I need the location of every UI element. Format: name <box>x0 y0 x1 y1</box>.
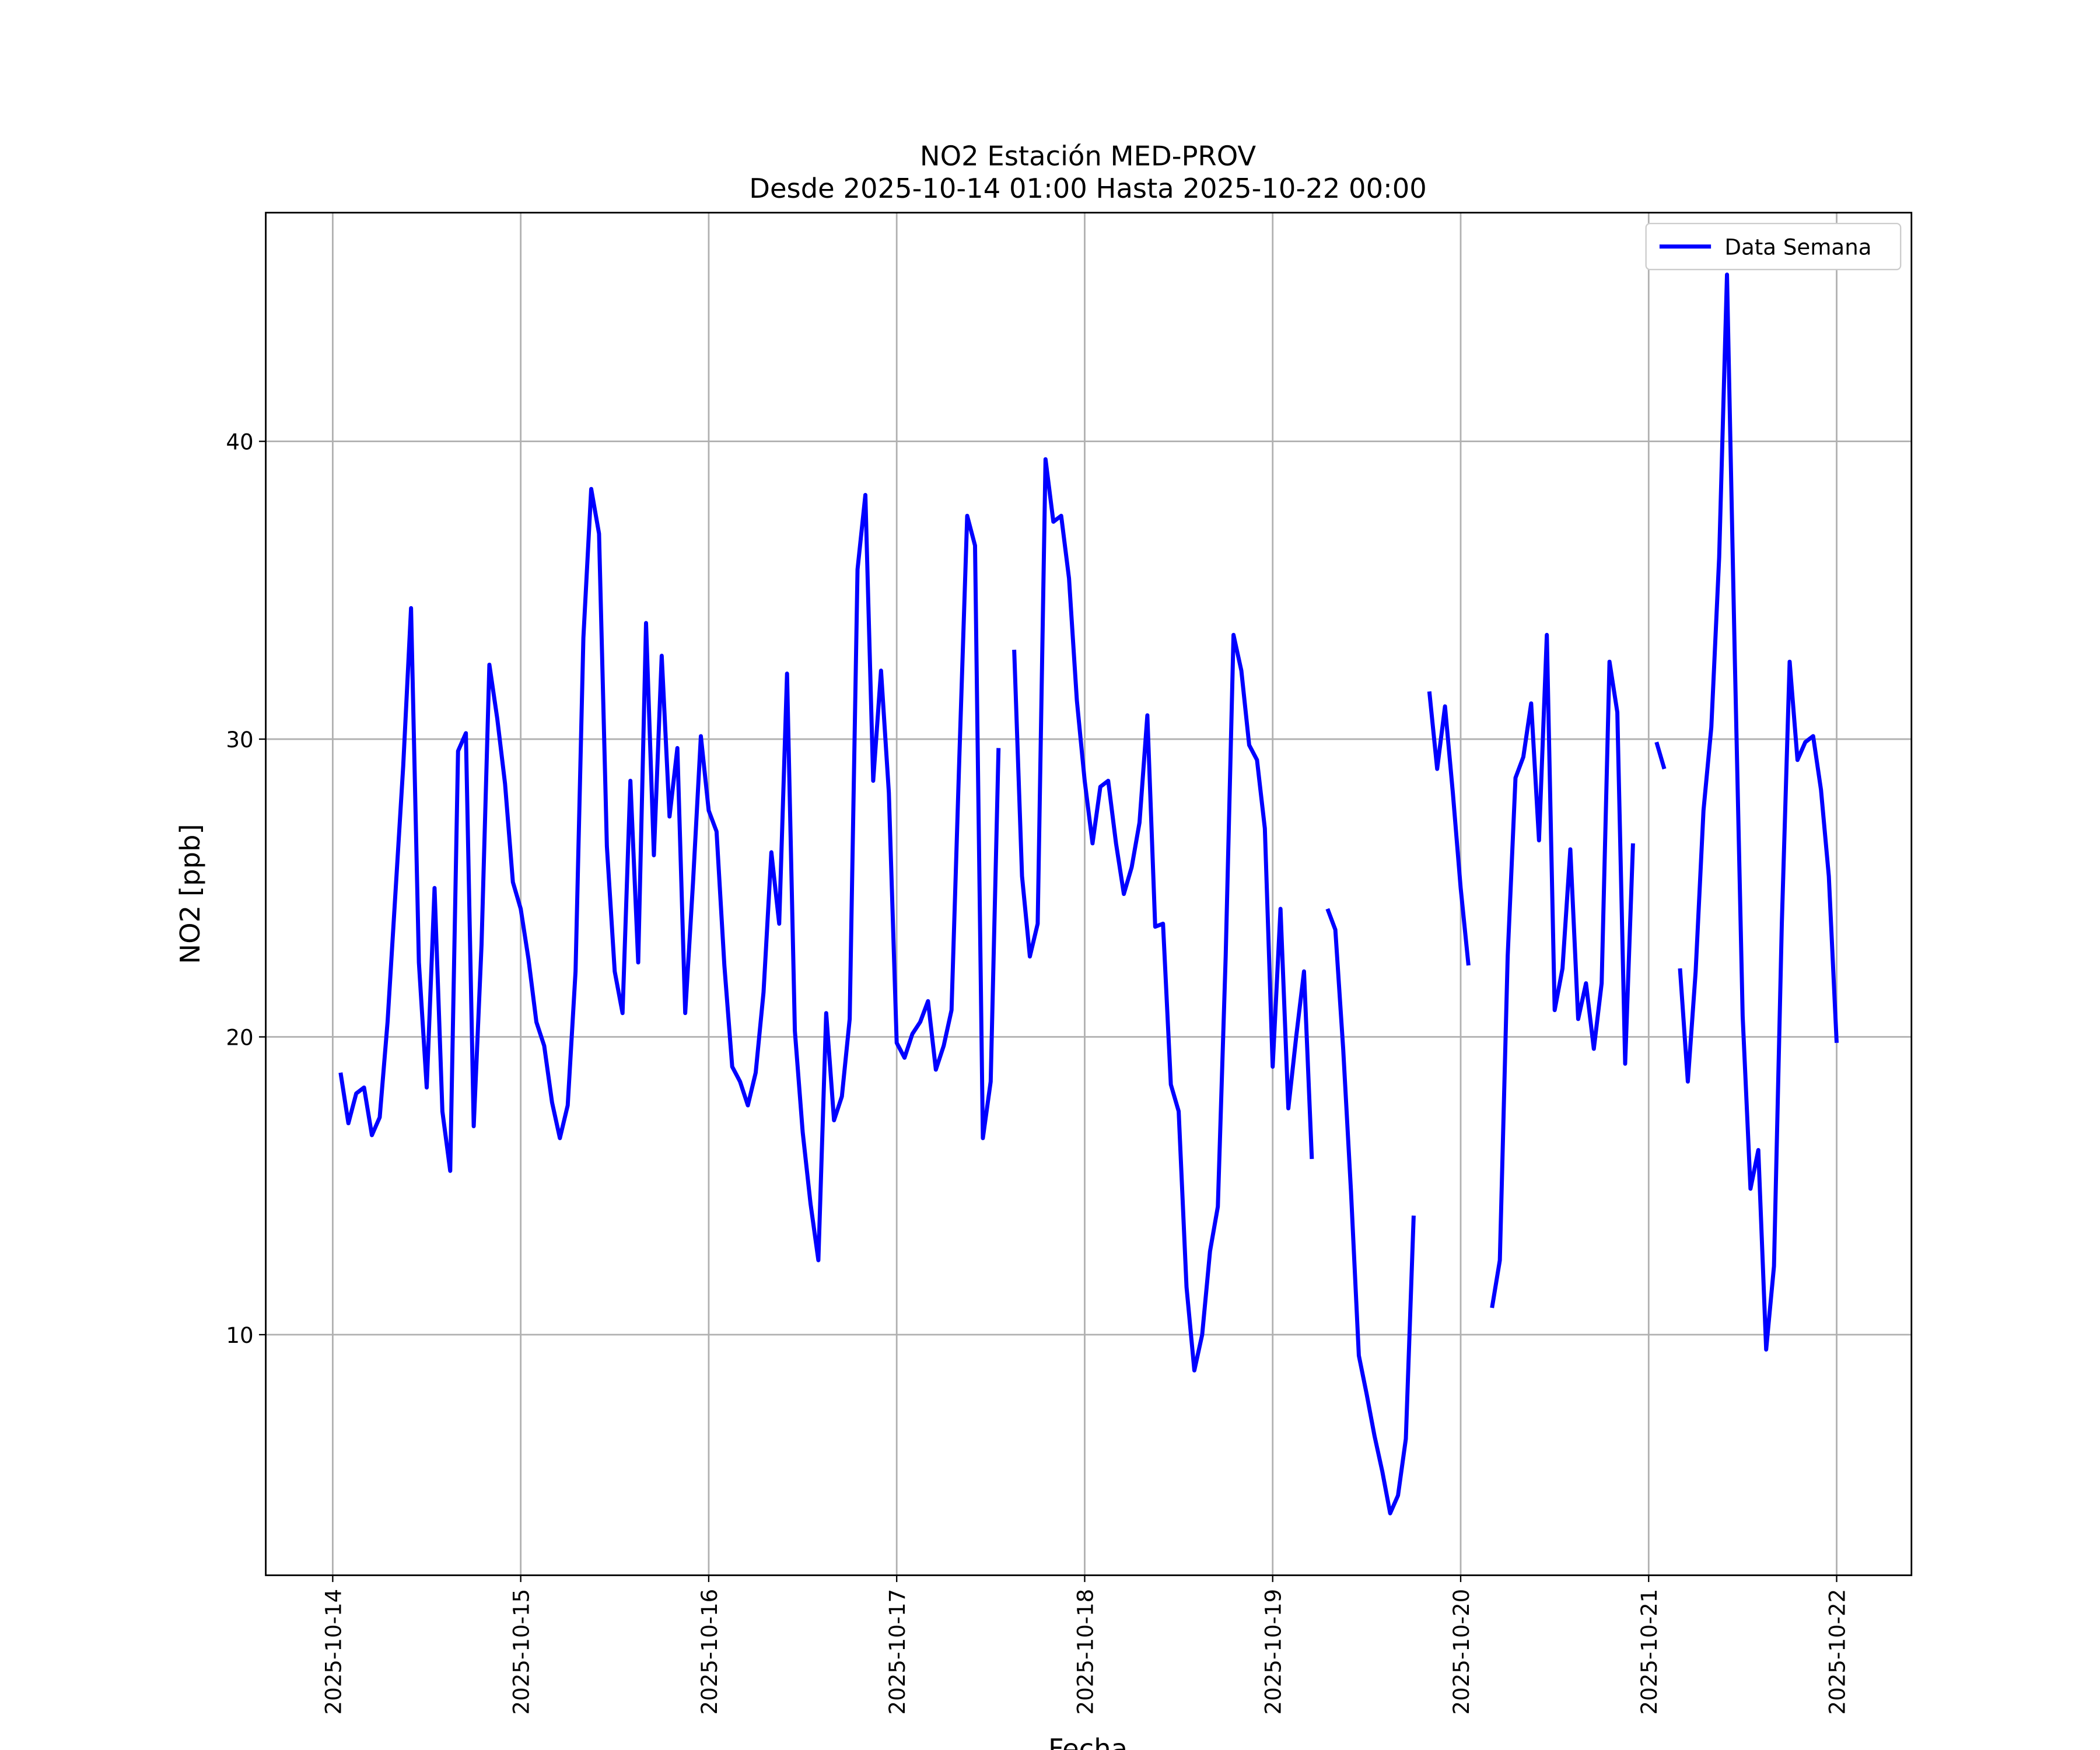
x-tick-label: 2025-10-20 <box>1449 1589 1474 1715</box>
legend: Data Semana <box>1645 222 1902 271</box>
y-tick-label: 20 <box>226 1025 253 1050</box>
chart-title: NO2 Estación MED-PROV <box>920 140 1256 172</box>
x-axis-label: Fecha <box>1048 1733 1128 1750</box>
chart-subtitle: Desde 2025-10-14 01:00 Hasta 2025-10-22 … <box>749 173 1427 204</box>
y-tick-label: 30 <box>226 727 253 752</box>
x-tick-label: 2025-10-21 <box>1637 1589 1662 1715</box>
data-line <box>338 272 1839 1516</box>
x-tick-label: 2025-10-16 <box>697 1589 722 1715</box>
x-tick-label: 2025-10-17 <box>885 1589 910 1715</box>
x-tick-label: 2025-10-19 <box>1261 1589 1286 1715</box>
plot-frame <box>265 212 1913 1576</box>
x-tick-label: 2025-10-22 <box>1825 1589 1850 1715</box>
legend-label: Data Semana <box>1724 235 1871 260</box>
x-tick-label: 2025-10-14 <box>321 1589 346 1715</box>
x-tick-label: 2025-10-15 <box>509 1589 534 1715</box>
y-tick-label: 10 <box>226 1323 253 1348</box>
x-tick-label: 2025-10-18 <box>1073 1589 1098 1715</box>
y-axis-label: NO2 [ppb] <box>174 824 206 964</box>
y-tick-label: 40 <box>226 430 253 455</box>
legend-box <box>1645 222 1902 271</box>
